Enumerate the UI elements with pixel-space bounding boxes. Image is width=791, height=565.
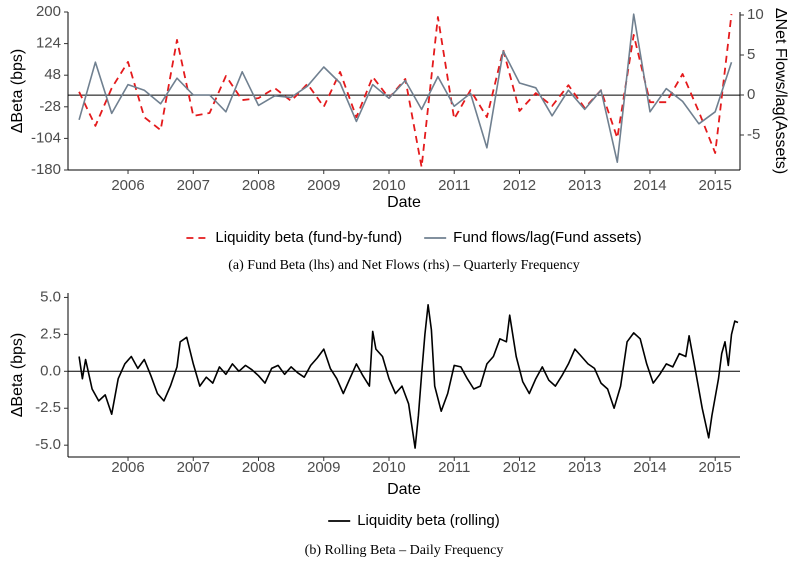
legend-label: Fund flows/lag(Fund assets) (453, 229, 641, 246)
y-axis-title: ΔBeta (bps) (9, 333, 26, 418)
y-tick-label: -180 (31, 161, 61, 178)
legend-label: Liquidity beta (rolling) (357, 512, 500, 529)
series-line (78, 13, 733, 168)
x-tick-label: 2010 (372, 459, 405, 476)
x-tick-label: 2012 (503, 459, 536, 476)
caption: (a) Fund Beta (lhs) and Net Flows (rhs) … (228, 258, 579, 273)
x-tick-label: 2012 (503, 177, 536, 194)
x-tick-label: 2007 (177, 177, 210, 194)
x-tick-label: 2014 (633, 459, 666, 476)
y-tick-label: -104 (31, 129, 61, 146)
y-tick-label: 2.5 (40, 325, 61, 342)
legend-label: Liquidity beta (fund-by-fund) (215, 229, 402, 246)
y-tick-label: 5.0 (40, 288, 61, 305)
y2-tick-label: 10 (747, 6, 764, 23)
x-axis-title: Date (387, 481, 421, 498)
x-tick-label: 2006 (111, 459, 144, 476)
y-tick-label: -5.0 (35, 436, 61, 453)
x-tick-label: 2015 (699, 177, 732, 194)
y-tick-label: 124 (36, 35, 61, 52)
x-tick-label: 2006 (111, 177, 144, 194)
x-tick-label: 2011 (438, 459, 470, 476)
y2-tick-label: 5 (747, 46, 755, 63)
x-tick-label: 2008 (242, 177, 275, 194)
x-tick-label: 2009 (307, 177, 340, 194)
y-tick-label: -2.5 (35, 399, 61, 416)
legend: Liquidity beta (fund-by-fund) Fund flows/… (186, 229, 642, 246)
y-tick-label: 0.0 (40, 362, 61, 379)
y-tick-label: 48 (44, 66, 61, 83)
series-line (78, 13, 733, 163)
y-tick-label: -28 (39, 98, 61, 115)
x-tick-label: 2013 (568, 459, 601, 476)
x-tick-label: 2008 (242, 459, 275, 476)
y2-tick-label: 0 (747, 86, 755, 103)
x-tick-label: 2011 (438, 177, 470, 194)
y2-tick-label: -5 (747, 126, 760, 143)
y-axis-title: ΔBeta (bps) (9, 49, 26, 134)
y2-axis-title: ΔNet Flows/lag(Assets) (772, 8, 789, 174)
x-tick-label: 2010 (372, 177, 405, 194)
y-tick-label: 200 (36, 3, 61, 20)
series-line (78, 304, 739, 449)
x-tick-label: 2013 (568, 177, 601, 194)
x-tick-label: 2015 (699, 459, 732, 476)
x-tick-label: 2007 (177, 459, 210, 476)
x-tick-label: 2009 (307, 459, 340, 476)
x-axis-title: Date (387, 194, 421, 211)
legend: Liquidity beta (rolling) (328, 512, 500, 529)
x-tick-label: 2014 (633, 177, 666, 194)
caption: (b) Rolling Beta – Daily Frequency (305, 543, 504, 558)
